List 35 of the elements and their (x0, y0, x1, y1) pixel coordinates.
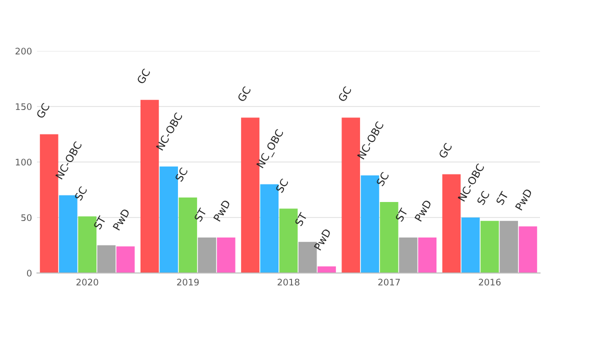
bar (399, 237, 418, 273)
y-tick-label: 200 (16, 48, 32, 55)
bar (116, 246, 135, 273)
data-label: SC (376, 172, 390, 186)
data-label: SC (74, 186, 88, 201)
data-label: GC (438, 142, 452, 159)
bar (216, 237, 236, 273)
bar (318, 266, 336, 273)
x-tick-label: 2017 (378, 278, 400, 286)
data-label: GC (338, 86, 352, 102)
data-label: GC (136, 68, 150, 84)
bar (518, 226, 538, 273)
bar (418, 237, 437, 273)
data-label: SC (275, 178, 289, 194)
bar (480, 220, 499, 273)
data-label: ST (294, 212, 308, 226)
data-label: ST (496, 190, 509, 206)
data-label: GC (36, 102, 50, 119)
y-tick-label: 50 (21, 214, 32, 222)
bar (97, 245, 116, 273)
data-label: ST (395, 207, 408, 222)
bar (500, 220, 518, 273)
x-tick-label: 2016 (478, 278, 501, 286)
x-tick-label: 2019 (177, 278, 199, 286)
data-label: SC (174, 167, 188, 182)
data-label: ST (194, 207, 207, 222)
x-tick-label: 2018 (278, 278, 300, 286)
bar (198, 237, 216, 273)
y-tick-label: 0 (26, 270, 32, 277)
data-label: GC (237, 86, 252, 102)
bar (461, 218, 480, 273)
y-tick-label: 100 (16, 158, 32, 166)
data-label: ST (93, 215, 106, 230)
y-tick-label: 150 (16, 103, 32, 110)
x-tick-label: 2020 (76, 278, 98, 286)
